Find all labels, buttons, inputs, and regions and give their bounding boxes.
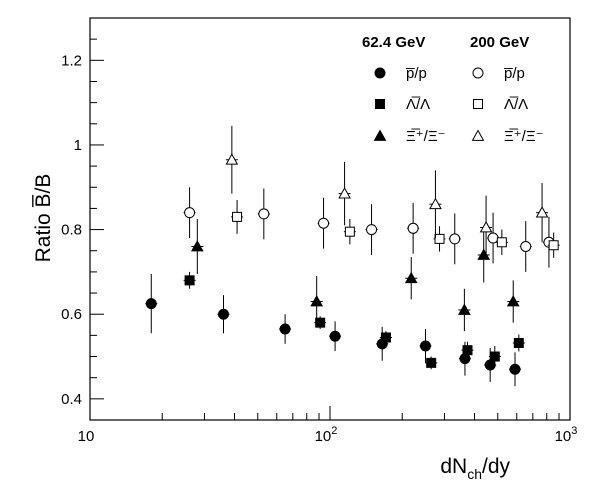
y-axis-title: Ratio B̅/B bbox=[32, 174, 55, 263]
data-point bbox=[509, 363, 521, 375]
x-axis-title-main: dN bbox=[440, 455, 467, 478]
series-0 bbox=[145, 274, 522, 387]
data-point bbox=[496, 237, 507, 248]
series-1 bbox=[183, 271, 525, 370]
data-point bbox=[380, 332, 391, 343]
data-point bbox=[535, 206, 549, 218]
legend-label: Ξ̅⁺/Ξ⁻ bbox=[504, 128, 544, 145]
legend-label: Λ̅/Λ bbox=[504, 96, 528, 113]
data-point bbox=[426, 357, 437, 368]
legend-marker bbox=[375, 99, 385, 109]
legend-marker bbox=[472, 67, 484, 79]
x-axis-title-sub: ch bbox=[467, 466, 482, 482]
data-point bbox=[225, 153, 239, 165]
data-point bbox=[506, 294, 520, 307]
data-point bbox=[190, 239, 204, 252]
legend-marker bbox=[473, 99, 483, 109]
data-point bbox=[279, 323, 291, 335]
data-point bbox=[232, 211, 243, 222]
data-point bbox=[258, 208, 270, 220]
data-point bbox=[520, 241, 532, 253]
data-point bbox=[434, 233, 445, 244]
data-point bbox=[420, 340, 432, 352]
x-axis-title: dNch/dy bbox=[440, 455, 510, 482]
series-5 bbox=[225, 125, 549, 260]
data-point bbox=[184, 275, 195, 286]
data-point bbox=[329, 330, 341, 342]
data-point bbox=[429, 197, 442, 210]
x-tick-label: 10 bbox=[78, 428, 95, 445]
axis-ticks: 0.4 0.6 0.8 1 1.2 10 102 103 bbox=[61, 17, 578, 445]
legend-marker bbox=[373, 129, 387, 141]
legend-header: 62.4 GeV bbox=[362, 34, 425, 51]
x-tick-label: 102 bbox=[315, 425, 338, 445]
legend-marker bbox=[471, 129, 485, 141]
data-point bbox=[404, 271, 418, 284]
data-point bbox=[184, 207, 196, 219]
data-point bbox=[487, 232, 499, 244]
data-point bbox=[218, 308, 230, 320]
y-tick-label: 1 bbox=[74, 137, 82, 154]
data-point bbox=[462, 345, 473, 356]
data-point bbox=[449, 233, 461, 245]
data-point bbox=[477, 248, 491, 260]
y-tick-label: 1.2 bbox=[61, 52, 82, 69]
data-point bbox=[548, 240, 559, 251]
legend-header: 200 GeV bbox=[470, 34, 529, 51]
data-point bbox=[344, 226, 355, 237]
x-tick-label: 103 bbox=[555, 425, 578, 445]
y-tick-label: 0.6 bbox=[61, 306, 82, 323]
legend-marker bbox=[374, 67, 386, 79]
series-3 bbox=[183, 187, 555, 272]
data-point bbox=[458, 303, 471, 315]
data-point bbox=[366, 224, 378, 236]
data-point bbox=[318, 217, 330, 229]
legend-label: p̅/p bbox=[405, 65, 426, 82]
series-4 bbox=[231, 199, 560, 258]
legend-label: Λ̅/Λ bbox=[406, 96, 430, 113]
legend: 62.4 GeV 200 GeV p̅/p p̅/p Λ̅/Λ Λ̅/Λ Ξ̅⁺/Ξ⁻ Ξ̅⁺… bbox=[362, 34, 544, 145]
series-2 bbox=[190, 219, 520, 332]
y-tick-label: 0.4 bbox=[61, 391, 82, 408]
data-point bbox=[310, 294, 324, 307]
data-point bbox=[479, 220, 493, 233]
data-point bbox=[315, 317, 326, 328]
x-axis-title-tail: /dy bbox=[482, 455, 511, 478]
data-point bbox=[407, 222, 419, 234]
legend-label: p̅/p bbox=[503, 65, 524, 82]
data-points bbox=[145, 125, 560, 387]
data-point bbox=[145, 298, 157, 310]
data-point bbox=[489, 351, 500, 362]
data-point bbox=[338, 187, 351, 199]
legend-label: Ξ̅⁺/Ξ⁻ bbox=[406, 128, 446, 145]
y-tick-label: 0.8 bbox=[61, 222, 82, 239]
data-point bbox=[513, 337, 524, 348]
